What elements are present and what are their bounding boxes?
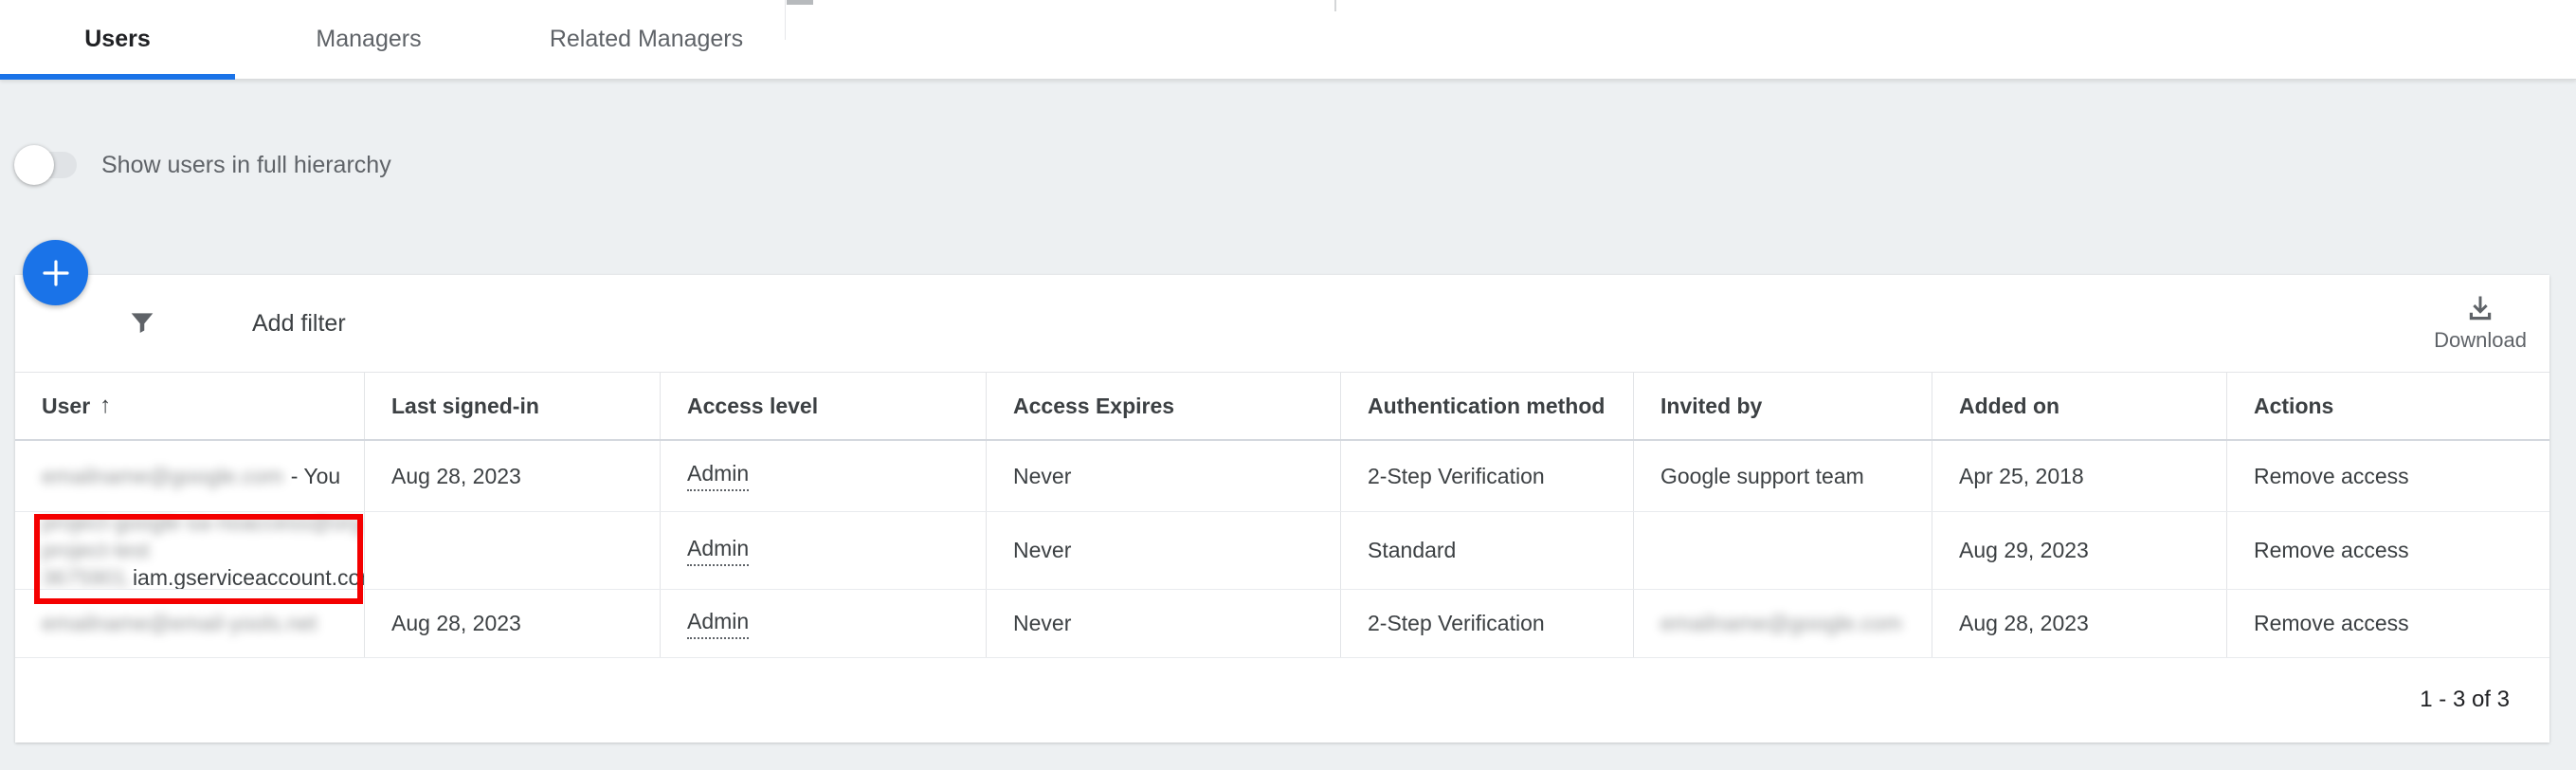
filter-bar: Add filter Download: [15, 275, 2549, 373]
user-cell: project-google-sa-noaccess@org project-t…: [15, 512, 365, 589]
redacted-email-line: project-google-sa-noaccess@org: [42, 512, 364, 535]
remove-access-button[interactable]: Remove access: [2254, 611, 2409, 635]
service-account-line: 3675901.iam.gserviceaccount.com: [42, 565, 365, 589]
active-tab-indicator: [0, 74, 235, 80]
added-on-cell: Apr 25, 2018: [1932, 441, 2227, 511]
hierarchy-toggle-label: Show users in full hierarchy: [101, 151, 391, 178]
users-table-card: Add filter Download User ↑ Last signed-i…: [15, 275, 2549, 742]
table-row: project-google-sa-noaccess@org project-t…: [15, 512, 2549, 590]
download-label: Download: [2434, 328, 2527, 352]
header-access-expires[interactable]: Access Expires: [987, 373, 1341, 439]
last-signed-in-cell: Aug 28, 2023: [365, 441, 661, 511]
actions-cell: Remove access: [2227, 512, 2549, 589]
tab-users-label: Users: [84, 26, 151, 52]
tab-users[interactable]: Users: [0, 0, 235, 80]
access-level-link[interactable]: Admin: [687, 461, 750, 491]
panel-seam: [785, 0, 786, 40]
tab-managers[interactable]: Managers: [235, 0, 502, 79]
last-signed-in-cell: Aug 28, 2023: [365, 590, 661, 657]
header-authentication-method[interactable]: Authentication method: [1341, 373, 1634, 439]
cropped-element-artifact: [787, 0, 813, 5]
redacted-email: emailname@email-yools.net: [42, 611, 317, 635]
header-invited-by[interactable]: Invited by: [1634, 373, 1932, 439]
toggle-knob[interactable]: [14, 145, 54, 185]
tab-related-managers[interactable]: Related Managers: [502, 0, 790, 79]
hierarchy-toggle-row: Show users in full hierarchy: [14, 145, 391, 185]
header-actions: Actions: [2254, 393, 2334, 418]
download-icon: [2469, 296, 2492, 321]
access-level-cell: Admin: [661, 590, 987, 657]
auth-method-cell: 2-Step Verification: [1341, 590, 1634, 657]
you-label: - You: [290, 463, 341, 488]
user-cell: emailname@google.com - You: [15, 441, 365, 511]
last-signed-in-cell: [365, 512, 661, 589]
actions-cell: Remove access: [2227, 441, 2549, 511]
access-level-cell: Admin: [661, 512, 987, 589]
redacted-email: emailname@google.com: [42, 463, 283, 488]
header-access-level[interactable]: Access level: [661, 373, 987, 439]
tab-related-managers-label: Related Managers: [549, 26, 744, 52]
invited-by-cell: Google support team: [1634, 441, 1932, 511]
pagination-range: 1 - 3 of 3: [2420, 687, 2510, 712]
added-on-cell: Aug 28, 2023: [1932, 590, 2227, 657]
remove-access-button[interactable]: Remove access: [2254, 463, 2409, 488]
actions-cell: Remove access: [2227, 590, 2549, 657]
access-level-link[interactable]: Admin: [687, 609, 750, 639]
redacted-email-line: 3675901.: [42, 565, 133, 589]
download-button[interactable]: Download: [2434, 294, 2527, 353]
redacted-email-line: project-test: [42, 538, 150, 562]
table-footer: 1 - 3 of 3: [15, 658, 2549, 742]
invited-by-cell: emailname@google.com: [1634, 590, 1932, 657]
auth-method-cell: 2-Step Verification: [1341, 441, 1634, 511]
tab-bar: Users Managers Related Managers: [0, 0, 2576, 80]
access-level-cell: Admin: [661, 441, 987, 511]
filter-icon[interactable]: [127, 308, 157, 339]
add-user-button[interactable]: [23, 240, 88, 305]
access-expires-cell: Never: [987, 441, 1341, 511]
access-expires-cell: Never: [987, 590, 1341, 657]
plus-icon: [42, 259, 69, 286]
sort-ascending-icon[interactable]: ↑: [100, 393, 112, 418]
table-row: emailname@email-yools.net Aug 28, 2023 A…: [15, 590, 2549, 658]
invited-by-cell: [1634, 512, 1932, 589]
added-on-cell: Aug 29, 2023: [1932, 512, 2227, 589]
table-row: emailname@google.com - You Aug 28, 2023 …: [15, 441, 2549, 512]
hierarchy-toggle[interactable]: [14, 145, 77, 185]
tabs: Users Managers Related Managers: [0, 0, 2576, 80]
tab-managers-label: Managers: [316, 26, 422, 52]
redacted-email: emailname@google.com: [1660, 611, 1902, 635]
header-last-signed-in[interactable]: Last signed-in: [365, 373, 661, 439]
access-level-link[interactable]: Admin: [687, 536, 750, 566]
header-added-on[interactable]: Added on: [1932, 373, 2227, 439]
user-cell: emailname@email-yools.net: [15, 590, 365, 657]
panel-seam: [1334, 0, 1336, 11]
auth-method-cell: Standard: [1341, 512, 1634, 589]
table-header-row: User ↑ Last signed-in Access level Acces…: [15, 373, 2549, 441]
access-expires-cell: Never: [987, 512, 1341, 589]
add-filter-button[interactable]: Add filter: [252, 309, 346, 337]
remove-access-button[interactable]: Remove access: [2254, 538, 2409, 562]
header-user[interactable]: User ↑: [15, 373, 365, 439]
